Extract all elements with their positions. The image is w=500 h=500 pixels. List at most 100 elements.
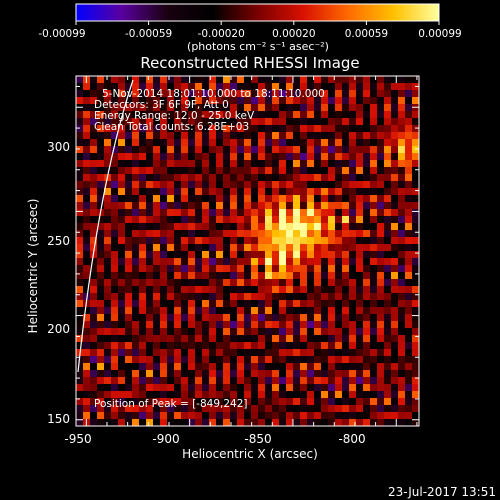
heatmap-cell bbox=[139, 230, 147, 238]
heatmap-cell bbox=[307, 412, 315, 420]
heatmap-cell bbox=[174, 398, 182, 406]
heatmap-cell bbox=[202, 111, 210, 119]
heatmap-cell bbox=[286, 384, 294, 392]
heatmap-cell bbox=[279, 293, 287, 301]
heatmap-cell bbox=[349, 370, 357, 378]
heatmap-cell bbox=[258, 146, 266, 154]
heatmap-cell bbox=[300, 195, 308, 203]
heatmap-cell bbox=[76, 97, 84, 105]
heatmap-cell bbox=[223, 405, 231, 413]
heatmap-cell bbox=[230, 216, 238, 224]
heatmap-cell bbox=[97, 279, 105, 287]
heatmap-cell bbox=[139, 237, 147, 245]
heatmap-cell bbox=[321, 118, 329, 126]
heatmap-cell bbox=[202, 146, 210, 154]
heatmap-cell bbox=[216, 223, 224, 231]
heatmap-cell bbox=[104, 195, 112, 203]
heatmap-cell bbox=[244, 244, 252, 252]
heatmap-cell bbox=[412, 209, 419, 217]
heatmap-cell bbox=[202, 167, 210, 175]
heatmap-cell bbox=[209, 97, 217, 105]
heatmap-cell bbox=[125, 83, 133, 91]
heatmap-cell bbox=[384, 76, 392, 84]
heatmap-cell bbox=[398, 174, 406, 182]
heatmap-cell bbox=[356, 181, 364, 189]
heatmap-cell bbox=[384, 216, 392, 224]
heatmap-cell bbox=[209, 181, 217, 189]
heatmap-cell bbox=[258, 244, 266, 252]
heatmap-cell bbox=[265, 125, 273, 133]
heatmap-cell bbox=[412, 377, 419, 385]
heatmap-cell bbox=[265, 167, 273, 175]
heatmap-cell bbox=[328, 391, 336, 399]
heatmap-cell bbox=[202, 293, 210, 301]
heatmap-cell bbox=[202, 181, 210, 189]
heatmap-cell bbox=[132, 111, 140, 119]
heatmap-cell bbox=[230, 391, 238, 399]
heatmap-cell bbox=[342, 223, 350, 231]
heatmap-cell bbox=[230, 97, 238, 105]
heatmap-cell bbox=[251, 356, 259, 364]
heatmap-cell bbox=[356, 412, 364, 420]
heatmap-cell bbox=[300, 356, 308, 364]
heatmap-cell bbox=[132, 195, 140, 203]
heatmap-cell bbox=[328, 216, 336, 224]
heatmap-cell bbox=[216, 146, 224, 154]
heatmap-cell bbox=[132, 356, 140, 364]
heatmap-cell bbox=[265, 279, 273, 287]
heatmap-cell bbox=[307, 181, 315, 189]
heatmap-cell bbox=[384, 356, 392, 364]
heatmap-cell bbox=[118, 230, 126, 238]
heatmap-cell bbox=[202, 237, 210, 245]
heatmap-cell bbox=[160, 419, 168, 426]
heatmap-cell bbox=[307, 419, 315, 426]
heatmap-cell bbox=[174, 405, 182, 413]
heatmap-cell bbox=[153, 97, 161, 105]
heatmap-cell bbox=[377, 97, 385, 105]
heatmap-cell bbox=[265, 342, 273, 350]
heatmap-cell bbox=[307, 209, 315, 217]
heatmap-cell bbox=[335, 272, 343, 280]
heatmap-cell bbox=[223, 356, 231, 364]
heatmap-cell bbox=[328, 251, 336, 259]
heatmap-cell bbox=[293, 104, 301, 112]
heatmap-cell bbox=[279, 328, 287, 336]
heatmap-cell bbox=[146, 293, 154, 301]
heatmap-cell bbox=[405, 307, 413, 315]
heatmap-cell bbox=[356, 398, 364, 406]
heatmap-cell bbox=[258, 314, 266, 322]
heatmap-cell bbox=[132, 104, 140, 112]
heatmap-cell bbox=[279, 398, 287, 406]
heatmap-cell bbox=[216, 251, 224, 259]
heatmap-cell bbox=[146, 398, 154, 406]
heatmap-cell bbox=[83, 405, 91, 413]
heatmap-cell bbox=[356, 202, 364, 210]
heatmap-cell bbox=[300, 342, 308, 350]
heatmap-cell bbox=[321, 153, 329, 161]
heatmap-cell bbox=[146, 76, 154, 84]
heatmap-cell bbox=[398, 258, 406, 266]
heatmap-cell bbox=[384, 328, 392, 336]
heatmap-cell bbox=[377, 279, 385, 287]
heatmap-cell bbox=[83, 377, 91, 385]
heatmap-cell bbox=[188, 132, 196, 140]
heatmap-cell bbox=[272, 272, 280, 280]
heatmap-cell bbox=[90, 300, 98, 308]
heatmap-cell bbox=[307, 195, 315, 203]
heatmap-cell bbox=[328, 286, 336, 294]
heatmap-cell bbox=[321, 419, 329, 426]
heatmap-cell bbox=[307, 314, 315, 322]
heatmap-cell bbox=[272, 223, 280, 231]
heatmap-cell bbox=[314, 286, 322, 294]
heatmap-cell bbox=[286, 223, 294, 231]
heatmap-cell bbox=[146, 342, 154, 350]
heatmap-cell bbox=[251, 377, 259, 385]
heatmap-cell bbox=[76, 111, 84, 119]
heatmap-cell bbox=[286, 97, 294, 105]
heatmap-cell bbox=[195, 216, 203, 224]
heatmap-cell bbox=[139, 307, 147, 315]
heatmap-cell bbox=[265, 384, 273, 392]
heatmap-cell bbox=[188, 370, 196, 378]
heatmap-cell bbox=[272, 83, 280, 91]
heatmap-cell bbox=[328, 412, 336, 420]
